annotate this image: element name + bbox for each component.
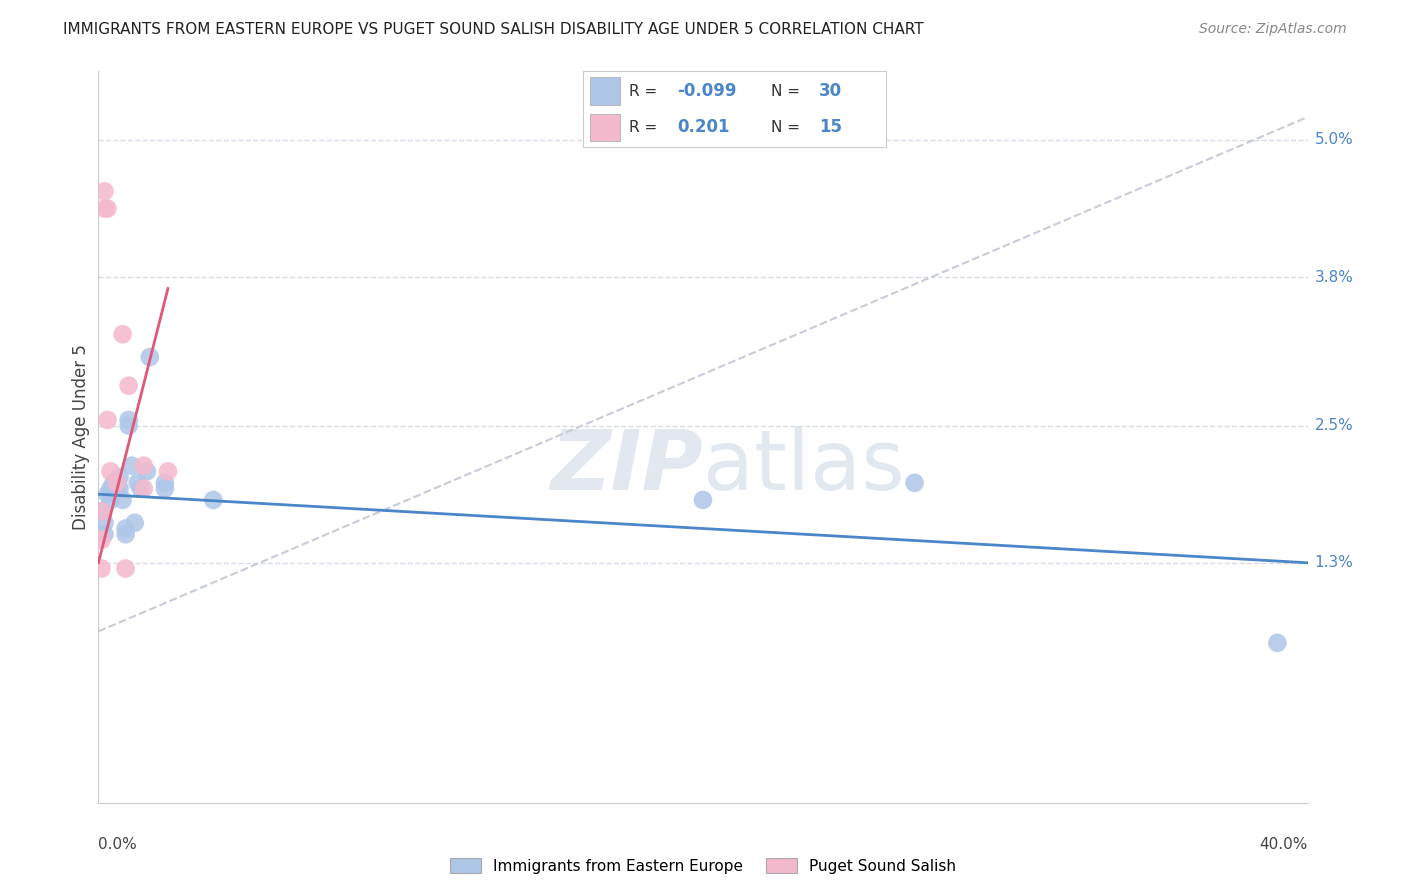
Text: 0.201: 0.201 (678, 119, 730, 136)
Point (90, 561, 112, 575)
Point (111, 327, 134, 342)
Point (103, 482, 125, 496)
Point (124, 516, 146, 530)
Text: 0.0%: 0.0% (98, 837, 138, 852)
Point (93, 202, 115, 216)
Point (105, 475, 128, 490)
Point (100, 482, 122, 496)
Text: IMMIGRANTS FROM EASTERN EUROPE VS PUGET SOUND SALISH DISABILITY AGE UNDER 5 CORR: IMMIGRANTS FROM EASTERN EUROPE VS PUGET … (63, 22, 924, 37)
Point (96, 202, 118, 216)
Text: N =: N = (770, 84, 804, 99)
Point (114, 527, 136, 541)
Point (108, 482, 131, 496)
Point (93, 516, 115, 530)
Text: 2.5%: 2.5% (1315, 418, 1354, 434)
Point (692, 492, 714, 507)
Point (100, 492, 122, 507)
Point (127, 475, 149, 490)
Point (90, 533, 112, 547)
Point (103, 482, 125, 496)
Point (111, 492, 134, 507)
Text: 40.0%: 40.0% (1260, 837, 1308, 852)
Text: 15: 15 (820, 119, 842, 136)
Point (93, 185, 115, 199)
Point (202, 492, 225, 507)
Point (96, 487, 118, 501)
Text: N =: N = (770, 120, 804, 135)
Point (90, 504, 112, 518)
Point (114, 521, 136, 535)
Point (135, 464, 157, 478)
Point (139, 350, 162, 364)
Point (93, 527, 115, 541)
Point (90, 504, 112, 518)
Text: R =: R = (628, 84, 662, 99)
Bar (589, 78, 620, 104)
Point (156, 464, 179, 478)
Point (105, 475, 128, 490)
Point (118, 418, 141, 433)
Text: R =: R = (628, 120, 662, 135)
Point (132, 482, 155, 496)
Text: 30: 30 (820, 82, 842, 100)
Point (108, 470, 131, 484)
Point (118, 378, 141, 392)
Point (129, 482, 152, 496)
Point (96, 413, 118, 427)
Point (118, 413, 141, 427)
Text: 3.8%: 3.8% (1315, 269, 1354, 285)
Bar (589, 114, 620, 141)
Text: atlas: atlas (703, 425, 904, 507)
Point (121, 458, 143, 473)
Point (153, 475, 176, 490)
Point (904, 475, 927, 490)
Point (1265, 636, 1288, 650)
Text: 5.0%: 5.0% (1315, 132, 1354, 147)
Point (100, 464, 122, 478)
Point (105, 482, 128, 496)
Point (114, 561, 136, 575)
Point (153, 482, 176, 496)
Point (103, 475, 125, 490)
Y-axis label: Disability Age Under 5: Disability Age Under 5 (72, 344, 90, 530)
Text: Source: ZipAtlas.com: Source: ZipAtlas.com (1199, 22, 1347, 37)
Text: -0.099: -0.099 (678, 82, 737, 100)
Point (132, 458, 155, 473)
Legend: Immigrants from Eastern Europe, Puget Sound Salish: Immigrants from Eastern Europe, Puget So… (444, 852, 962, 880)
Text: 1.3%: 1.3% (1315, 556, 1354, 570)
Text: ZIP: ZIP (550, 425, 703, 507)
